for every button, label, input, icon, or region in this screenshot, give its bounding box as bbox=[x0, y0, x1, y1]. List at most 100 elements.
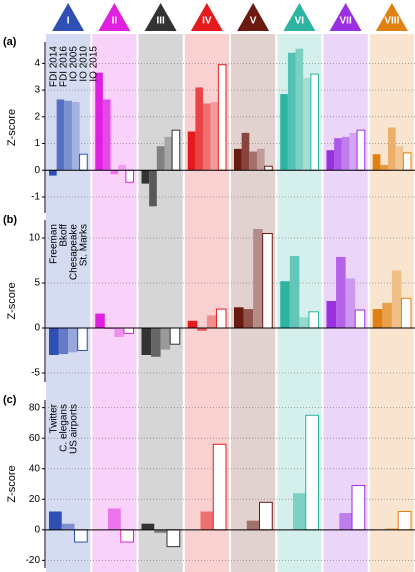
bar bbox=[293, 493, 306, 530]
group-label: VI bbox=[295, 16, 305, 27]
panel-label: (b) bbox=[3, 214, 17, 226]
bar bbox=[212, 443, 227, 531]
bar bbox=[299, 317, 309, 328]
bar bbox=[141, 328, 152, 355]
bar bbox=[264, 165, 273, 171]
bar bbox=[326, 301, 337, 328]
bar bbox=[303, 78, 311, 171]
bar bbox=[149, 170, 157, 207]
bar bbox=[49, 328, 59, 355]
group-label: IV bbox=[202, 16, 212, 27]
y-tick-label: 5 bbox=[34, 278, 40, 289]
bar bbox=[253, 229, 263, 328]
bar bbox=[108, 508, 121, 530]
y-axis-label: Z-score bbox=[6, 109, 18, 146]
y-tick-label: 0 bbox=[34, 165, 40, 176]
bar bbox=[118, 164, 126, 171]
legend-label: Bkoff bbox=[59, 224, 70, 247]
panel-label: (c) bbox=[3, 394, 17, 406]
group-marker bbox=[144, 3, 177, 31]
bar bbox=[110, 170, 119, 175]
bar bbox=[397, 510, 412, 531]
bar bbox=[402, 152, 412, 171]
bar bbox=[372, 309, 383, 328]
y-tick-label: 60 bbox=[29, 433, 41, 444]
bar bbox=[336, 256, 346, 328]
bar bbox=[187, 320, 198, 328]
bar bbox=[195, 87, 204, 171]
bar bbox=[160, 328, 171, 350]
y-tick-label: 2 bbox=[34, 111, 40, 122]
bar bbox=[295, 48, 304, 171]
legend-label: IO 2015 bbox=[89, 46, 100, 82]
bar bbox=[61, 523, 75, 530]
bar bbox=[391, 270, 402, 328]
group-marker bbox=[190, 3, 223, 31]
bar bbox=[68, 328, 78, 353]
bar bbox=[215, 308, 227, 329]
group-label: I bbox=[67, 16, 70, 27]
group-marker bbox=[375, 3, 408, 31]
bar bbox=[246, 520, 260, 530]
group-label: VIII bbox=[384, 16, 399, 27]
group-label: III bbox=[156, 16, 165, 27]
bar bbox=[326, 150, 335, 171]
y-axis-label: Z-score bbox=[6, 465, 18, 502]
y-tick-label: 0 bbox=[34, 524, 40, 535]
bar bbox=[171, 129, 181, 171]
bar bbox=[95, 72, 103, 171]
bar bbox=[305, 414, 319, 531]
bar bbox=[71, 102, 80, 171]
bar bbox=[95, 313, 105, 328]
bar bbox=[280, 281, 290, 328]
bar bbox=[74, 529, 88, 543]
y-tick-label: 4 bbox=[34, 58, 40, 69]
bar bbox=[56, 99, 65, 171]
bar bbox=[49, 511, 62, 530]
bar bbox=[187, 131, 196, 171]
bar bbox=[310, 73, 320, 171]
bar bbox=[280, 94, 288, 171]
group-marker bbox=[98, 3, 131, 31]
legend-label: FDI 2014 bbox=[49, 46, 60, 88]
legend-label: Chesapeake bbox=[69, 224, 80, 281]
bar bbox=[120, 529, 134, 543]
legend-label: St. Marks bbox=[79, 224, 90, 266]
bar bbox=[58, 328, 69, 355]
panel-label: (a) bbox=[3, 36, 17, 48]
bar bbox=[234, 307, 244, 328]
group-label: V bbox=[250, 16, 257, 27]
bar bbox=[380, 164, 389, 171]
bar bbox=[259, 501, 273, 531]
column-background bbox=[138, 34, 183, 572]
group-marker bbox=[283, 3, 316, 31]
bar bbox=[64, 100, 72, 171]
bar bbox=[166, 529, 181, 548]
bar bbox=[234, 148, 242, 171]
bar bbox=[354, 309, 366, 329]
bar bbox=[49, 170, 57, 176]
bar bbox=[217, 64, 227, 171]
group-label: II bbox=[112, 16, 118, 27]
bar bbox=[382, 302, 392, 328]
bar bbox=[372, 154, 381, 171]
y-tick-label: -1 bbox=[31, 192, 40, 203]
bar bbox=[206, 315, 217, 328]
bar bbox=[345, 278, 356, 328]
y-tick-label: 1 bbox=[34, 138, 40, 149]
bar bbox=[351, 485, 366, 531]
bar bbox=[385, 528, 399, 530]
group-marker bbox=[237, 3, 270, 31]
bar bbox=[164, 136, 173, 171]
y-tick-label: 20 bbox=[29, 494, 41, 505]
y-tick-label: -5 bbox=[31, 368, 40, 379]
bar bbox=[241, 132, 250, 171]
bar bbox=[154, 529, 167, 533]
bar bbox=[197, 328, 207, 331]
bar bbox=[210, 102, 219, 171]
y-tick-label: 80 bbox=[29, 402, 41, 413]
bar bbox=[203, 103, 211, 171]
legend-label: US airports bbox=[69, 404, 80, 454]
bar bbox=[400, 297, 412, 329]
